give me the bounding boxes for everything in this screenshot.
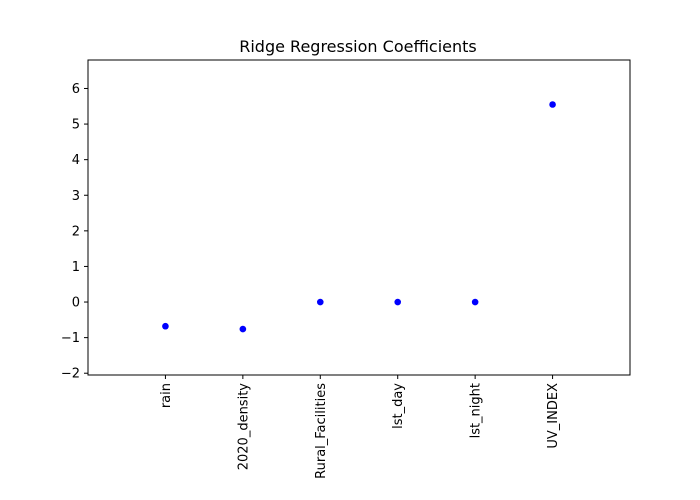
chart-title: Ridge Regression Coefficients [239,37,477,56]
x-tick-label: rain [159,383,174,408]
y-tick-label: 4 [72,153,80,168]
data-point-lst-day [394,298,402,306]
data-point-rural-facilities [316,298,324,306]
y-tick-label: 5 [72,118,80,133]
y-tick-label: 3 [72,189,80,204]
x-tick-label: UV_INDEX [546,383,561,449]
y-tick-label: −2 [61,367,80,382]
y-tick-label: 6 [72,82,80,97]
data-point-2020-density [239,325,247,333]
x-tick-label: Rural_Facilities [314,383,329,479]
y-tick-label: 0 [72,296,80,311]
x-tick-label: lst_night [469,383,484,438]
data-points [162,101,556,333]
data-point-uv-index [549,101,556,108]
data-point-rain [162,322,169,330]
y-axis: −2 −1 0 1 2 3 4 5 6 [61,82,88,382]
y-tick-label: −1 [61,331,80,346]
x-axis: rain 2020_density Rural_Facilities lst_day l… [159,375,561,479]
plot-area [87,59,631,376]
data-point-lst-night [471,298,479,306]
x-tick-label: lst_day [391,383,406,429]
y-tick-label: 2 [72,224,80,239]
x-tick-label: 2020_density [236,383,251,471]
y-tick-label: 1 [72,260,80,275]
